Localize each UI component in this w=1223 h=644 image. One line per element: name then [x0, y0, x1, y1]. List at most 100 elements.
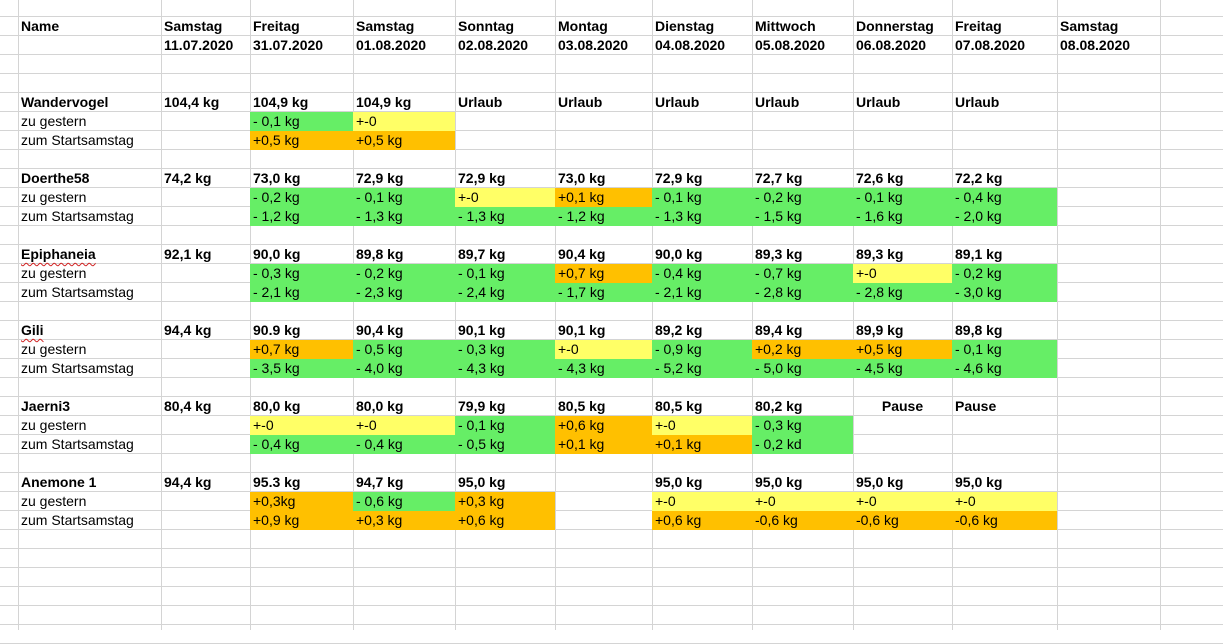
start-weight[interactable]: 94,4 kg	[164, 322, 212, 338]
diff-start-cell[interactable]: - 1,2 kg	[250, 207, 353, 226]
diff-yesterday-cell[interactable]: - 0,9 kg	[652, 340, 752, 359]
weight-cell[interactable]: 73,0 kg	[558, 170, 606, 186]
weight-cell[interactable]: 79,9 kg	[458, 398, 506, 414]
diff-yesterday-cell[interactable]: - 0,1 kg	[952, 340, 1057, 359]
diff-yesterday-cell[interactable]: - 0,5 kg	[353, 340, 455, 359]
diff-start-cell[interactable]: - 2,3 kg	[353, 283, 455, 302]
diff-start-cell[interactable]: +0,5 kg	[353, 131, 455, 150]
status-cell[interactable]: Urlaub	[755, 94, 800, 110]
header-day[interactable]: Montag	[558, 18, 608, 34]
diff-yesterday-cell[interactable]: - 0,1 kg	[853, 188, 952, 207]
header-day[interactable]: Samstag	[356, 18, 415, 34]
diff-start-cell[interactable]: - 1,3 kg	[353, 207, 455, 226]
diff-yesterday-cell[interactable]	[555, 112, 652, 131]
weight-cell[interactable]: 89,8 kg	[356, 246, 404, 262]
status-cell[interactable]: Urlaub	[655, 94, 700, 110]
diff-yesterday-cell[interactable]: +-0	[353, 112, 455, 131]
diff-yesterday-cell[interactable]: - 0,7 kg	[752, 264, 853, 283]
header-day[interactable]: Mittwoch	[755, 18, 816, 34]
diff-yesterday-cell[interactable]: +0,7 kg	[555, 264, 652, 283]
row-label-yesterday[interactable]: zu gestern	[21, 265, 87, 281]
diff-start-cell[interactable]: +0,1 kg	[652, 435, 752, 454]
header-date[interactable]: 03.08.2020	[558, 37, 629, 53]
status-cell[interactable]: Pause	[955, 398, 997, 414]
diff-start-cell[interactable]: -0,6 kg	[752, 511, 853, 530]
diff-yesterday-cell[interactable]: - 0,6 kg	[353, 492, 455, 511]
diff-yesterday-cell[interactable]: +0,7 kg	[250, 340, 353, 359]
start-weight[interactable]: 104,4 kg	[164, 94, 220, 110]
weight-cell[interactable]: 94,7 kg	[356, 474, 404, 490]
weight-cell[interactable]: 104,9 kg	[253, 94, 309, 110]
weight-cell[interactable]: 80,5 kg	[655, 398, 703, 414]
header-name[interactable]: Name	[21, 18, 60, 34]
weight-cell[interactable]: 95,0 kg	[955, 474, 1003, 490]
header-day[interactable]: Sonntag	[458, 18, 514, 34]
diff-yesterday-cell[interactable]: - 0,2 kg	[353, 264, 455, 283]
diff-start-cell[interactable]: - 4,0 kg	[353, 359, 455, 378]
weight-cell[interactable]: 89,8 kg	[955, 322, 1003, 338]
diff-yesterday-cell[interactable]: - 0,4 kg	[652, 264, 752, 283]
diff-yesterday-cell[interactable]: +0,2 kg	[752, 340, 853, 359]
diff-start-cell[interactable]: - 1,3 kg	[455, 207, 555, 226]
status-cell[interactable]: Urlaub	[955, 94, 1000, 110]
status-cell[interactable]: Urlaub	[458, 94, 503, 110]
diff-yesterday-cell[interactable]: - 0,1 kg	[250, 112, 353, 131]
header-date[interactable]: 01.08.2020	[356, 37, 427, 53]
diff-start-cell[interactable]: - 0,4 kg	[250, 435, 353, 454]
weight-cell[interactable]: 89,1 kg	[955, 246, 1003, 262]
header-day[interactable]: Freitag	[253, 18, 300, 34]
participant-name[interactable]: Epiphaneia	[21, 246, 96, 262]
weight-cell[interactable]: 89,3 kg	[856, 246, 904, 262]
diff-yesterday-cell[interactable]: - 0,3 kg	[250, 264, 353, 283]
diff-yesterday-cell[interactable]: - 0,3 kg	[752, 416, 853, 435]
row-label-start[interactable]: zum Startsamstag	[21, 208, 134, 224]
diff-start-cell[interactable]	[555, 511, 652, 530]
diff-start-cell[interactable]: +0,6 kg	[455, 511, 555, 530]
diff-yesterday-cell[interactable]: +-0	[652, 492, 752, 511]
header-day[interactable]: Freitag	[955, 18, 1002, 34]
diff-start-cell[interactable]: - 0,4 kg	[353, 435, 455, 454]
diff-start-cell[interactable]: +0,9 kg	[250, 511, 353, 530]
start-weight[interactable]: 94,4 kg	[164, 474, 212, 490]
weight-cell[interactable]: 95,0 kg	[755, 474, 803, 490]
row-label-start[interactable]: zum Startsamstag	[21, 132, 134, 148]
diff-start-cell[interactable]: - 1,5 kg	[752, 207, 853, 226]
diff-start-cell[interactable]: - 5,0 kg	[752, 359, 853, 378]
diff-yesterday-cell[interactable]	[853, 112, 952, 131]
weight-cell[interactable]: 80,0 kg	[253, 398, 301, 414]
diff-yesterday-cell[interactable]: +-0	[752, 492, 853, 511]
weight-cell[interactable]	[555, 473, 652, 492]
participant-name[interactable]: Jaerni3	[21, 398, 71, 414]
diff-yesterday-cell[interactable]: +-0	[652, 416, 752, 435]
row-label-yesterday[interactable]: zu gestern	[21, 417, 87, 433]
diff-start-cell[interactable]: - 2,8 kg	[853, 283, 952, 302]
weight-cell[interactable]: 90,0 kg	[253, 246, 301, 262]
diff-yesterday-cell[interactable]: - 0,2 kg	[250, 188, 353, 207]
diff-start-cell[interactable]	[752, 131, 853, 150]
weight-cell[interactable]: 95,0 kg	[856, 474, 904, 490]
weight-cell[interactable]: 73,0 kg	[253, 170, 301, 186]
weight-cell[interactable]: 80,2 kg	[755, 398, 803, 414]
diff-yesterday-cell[interactable]: +-0	[952, 492, 1057, 511]
diff-yesterday-cell[interactable]: +-0	[455, 188, 555, 207]
row-label-start[interactable]: zum Startsamstag	[21, 512, 134, 528]
row-label-yesterday[interactable]: zu gestern	[21, 341, 87, 357]
diff-yesterday-cell[interactable]: +-0	[853, 492, 952, 511]
diff-start-cell[interactable]: - 4,6 kg	[952, 359, 1057, 378]
diff-start-cell[interactable]: - 3,5 kg	[250, 359, 353, 378]
weight-cell[interactable]: 89,3 kg	[755, 246, 803, 262]
weight-cell[interactable]: 72,2 kg	[955, 170, 1003, 186]
diff-start-cell[interactable]: - 2,8 kg	[752, 283, 853, 302]
start-weight[interactable]: 80,4 kg	[164, 398, 212, 414]
header-date[interactable]: 04.08.2020	[655, 37, 726, 53]
header-date[interactable]: 05.08.2020	[755, 37, 826, 53]
diff-start-cell[interactable]: - 2,4 kg	[455, 283, 555, 302]
header-day[interactable]: Samstag	[164, 18, 223, 34]
diff-start-cell[interactable]: - 1,3 kg	[652, 207, 752, 226]
start-weight[interactable]: 92,1 kg	[164, 246, 212, 262]
row-label-yesterday[interactable]: zu gestern	[21, 113, 87, 129]
weight-cell[interactable]: 90,1 kg	[458, 322, 506, 338]
weight-cell[interactable]: 72,7 kg	[755, 170, 803, 186]
diff-yesterday-cell[interactable]	[455, 112, 555, 131]
